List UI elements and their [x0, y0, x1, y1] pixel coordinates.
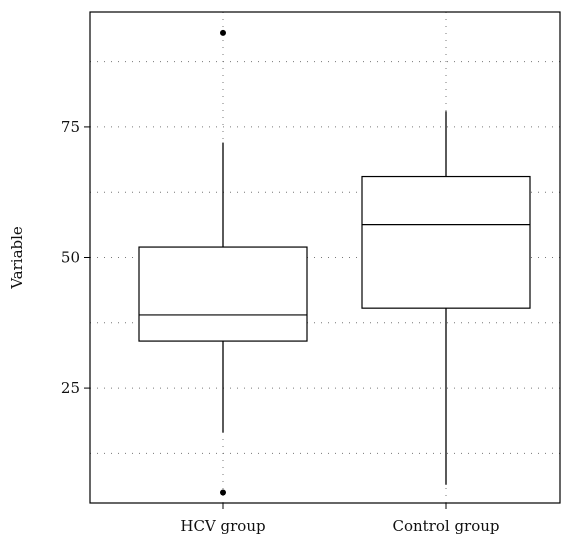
- y-tick-label: 25: [61, 379, 80, 397]
- x-tick-label: Control group: [392, 517, 499, 535]
- box-iqr: [361, 175, 531, 309]
- y-tick-label: 75: [61, 118, 80, 136]
- box-control-group: [361, 111, 531, 485]
- outlier-point: [220, 29, 226, 36]
- axis-ticks: 25 50 75 HCV group Control group: [61, 118, 500, 535]
- x-tick-label: HCV group: [180, 517, 265, 535]
- box-series: [138, 29, 531, 496]
- box-iqr: [138, 246, 308, 342]
- y-axis-title: Variable: [8, 226, 26, 290]
- y-tick-label: 50: [61, 249, 80, 267]
- outlier-point: [220, 489, 226, 496]
- box-hcv-group: [138, 29, 308, 496]
